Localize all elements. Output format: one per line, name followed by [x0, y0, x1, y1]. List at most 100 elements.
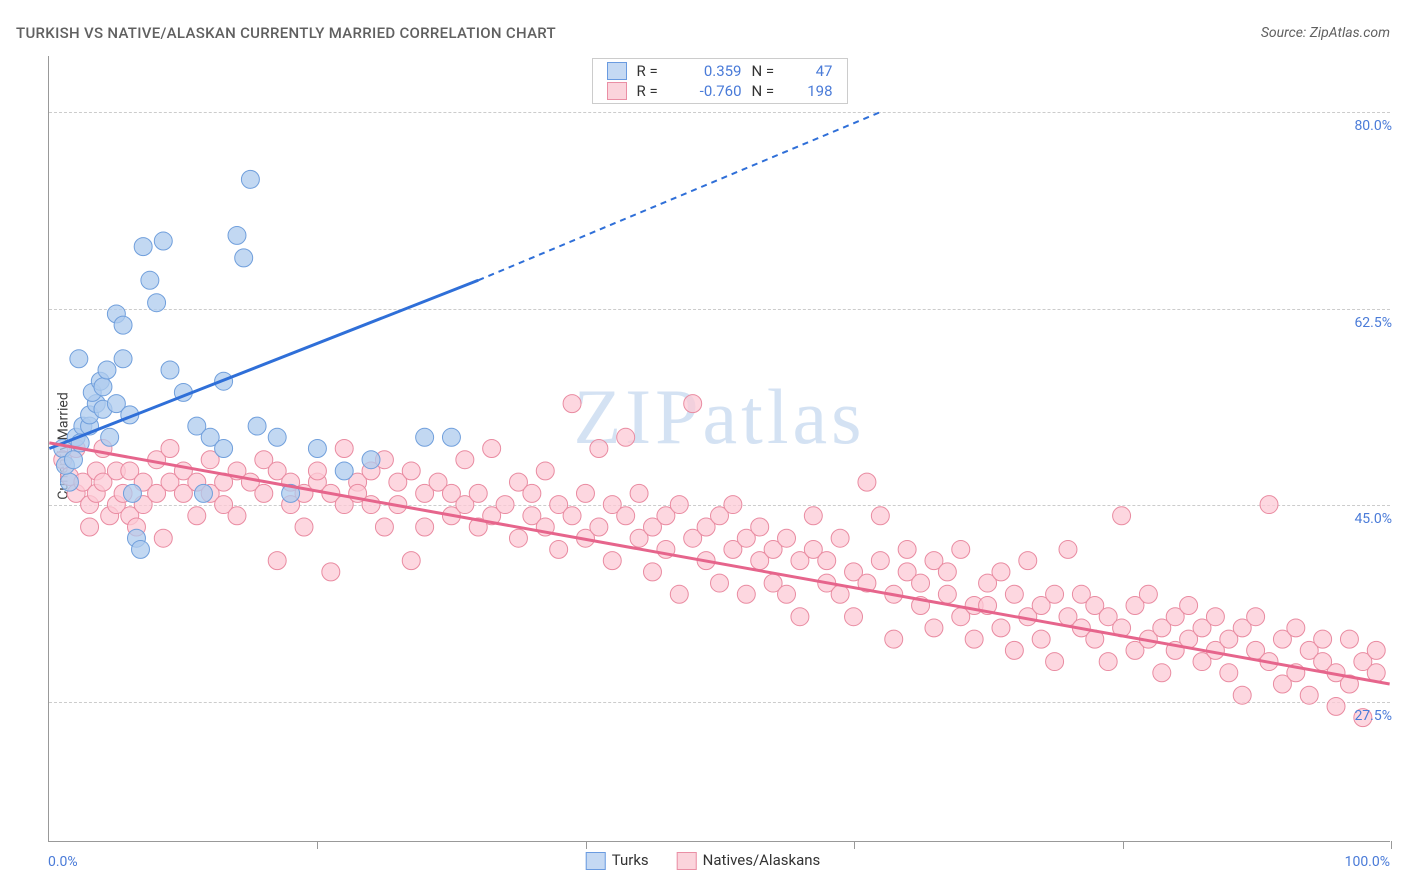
data-point-turks: [308, 440, 326, 458]
data-point-natives: [308, 462, 326, 480]
data-point-natives: [402, 552, 420, 570]
data-point-natives: [804, 507, 822, 525]
x-tick: [1123, 841, 1124, 849]
data-point-natives: [1059, 540, 1077, 558]
data-point-natives: [523, 484, 541, 502]
n-label: N =: [752, 82, 787, 100]
data-point-natives: [737, 585, 755, 603]
r-value: -0.760: [682, 82, 742, 100]
data-point-natives: [1180, 597, 1198, 615]
data-point-turks: [335, 462, 353, 480]
data-point-natives: [1005, 585, 1023, 603]
data-point-turks: [114, 316, 132, 334]
data-point-natives: [1046, 653, 1064, 671]
data-point-turks: [161, 361, 179, 379]
data-point-turks: [123, 484, 141, 502]
data-point-natives: [416, 518, 434, 536]
data-point-natives: [509, 529, 527, 547]
y-tick-label: 80.0%: [1354, 118, 1392, 134]
data-point-natives: [161, 440, 179, 458]
data-point-natives: [1314, 630, 1332, 648]
data-point-turks: [141, 271, 159, 289]
data-point-natives: [1206, 608, 1224, 626]
r-label: R =: [637, 62, 672, 80]
data-point-natives: [617, 507, 635, 525]
data-point-natives: [1032, 630, 1050, 648]
data-point-natives: [992, 619, 1010, 637]
data-point-natives: [831, 585, 849, 603]
correlation-legend: R = 0.359 N = 47 R = -0.760 N = 198: [592, 58, 848, 104]
data-point-natives: [496, 496, 514, 514]
data-point-natives: [563, 395, 581, 413]
legend-swatch: [586, 852, 606, 870]
data-point-natives: [322, 563, 340, 581]
data-point-natives: [1113, 507, 1131, 525]
x-tick: [1391, 841, 1392, 849]
data-point-natives: [938, 585, 956, 603]
data-point-turks: [148, 294, 166, 312]
data-point-natives: [925, 619, 943, 637]
data-point-natives: [871, 507, 889, 525]
plot-area: ZIPatlas R = 0.359 N = 47 R = -0.760 N =…: [48, 56, 1390, 842]
data-point-natives: [375, 518, 393, 536]
scatter-plot: [49, 56, 1390, 841]
data-point-natives: [938, 563, 956, 581]
data-point-natives: [724, 496, 742, 514]
data-point-natives: [1247, 608, 1265, 626]
data-point-turks: [215, 440, 233, 458]
data-point-natives: [402, 462, 420, 480]
y-tick-label: 45.0%: [1354, 511, 1392, 527]
n-value: 47: [797, 62, 833, 80]
x-axis-max-label: 100.0%: [1345, 854, 1390, 870]
legend-item: Natives/Alaskans: [677, 851, 821, 870]
trendline-turks-dashed: [478, 112, 880, 280]
data-point-natives: [912, 574, 930, 592]
data-point-natives: [711, 574, 729, 592]
x-axis-min-label: 0.0%: [48, 854, 78, 870]
data-point-turks: [416, 428, 434, 446]
data-point-turks: [70, 350, 88, 368]
data-point-natives: [590, 440, 608, 458]
n-label: N =: [752, 62, 787, 80]
data-point-natives: [791, 608, 809, 626]
x-tick: [854, 841, 855, 849]
data-point-natives: [1153, 664, 1171, 682]
trendline-natives: [49, 443, 1389, 684]
data-point-natives: [643, 563, 661, 581]
legend-swatch: [677, 852, 697, 870]
legend-swatch: [607, 82, 627, 100]
data-point-natives: [1327, 697, 1345, 715]
data-point-turks: [248, 417, 266, 435]
data-point-turks: [114, 350, 132, 368]
data-point-turks: [228, 226, 246, 244]
data-point-turks: [134, 238, 152, 256]
data-point-natives: [576, 484, 594, 502]
data-point-natives: [858, 473, 876, 491]
data-point-natives: [188, 507, 206, 525]
data-point-turks: [60, 473, 78, 491]
data-point-natives: [483, 440, 501, 458]
data-point-natives: [1233, 686, 1251, 704]
legend-swatch: [607, 62, 627, 80]
data-point-turks: [362, 451, 380, 469]
data-point-turks: [101, 428, 119, 446]
data-point-natives: [1260, 496, 1278, 514]
legend-label: Natives/Alaskans: [703, 851, 821, 869]
data-point-natives: [536, 462, 554, 480]
data-point-natives: [952, 540, 970, 558]
r-label: R =: [637, 82, 672, 100]
data-point-natives: [1046, 585, 1064, 603]
data-point-natives: [778, 529, 796, 547]
data-point-turks: [235, 249, 253, 267]
chart-title: TURKISH VS NATIVE/ALASKAN CURRENTLY MARR…: [16, 24, 556, 42]
data-point-turks: [154, 232, 172, 250]
data-point-natives: [1099, 653, 1117, 671]
data-point-natives: [630, 484, 648, 502]
data-point-natives: [871, 552, 889, 570]
data-point-turks: [132, 540, 150, 558]
y-tick-label: 62.5%: [1354, 315, 1392, 331]
data-point-natives: [992, 563, 1010, 581]
data-point-turks: [194, 484, 212, 502]
data-point-turks: [442, 428, 460, 446]
r-value: 0.359: [682, 62, 742, 80]
